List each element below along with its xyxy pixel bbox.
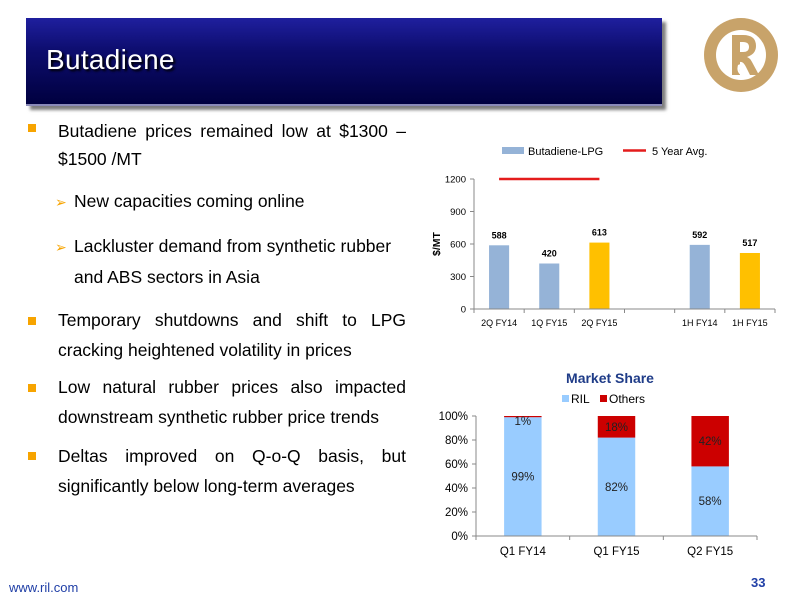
bullet-3-line2: downstream synthetic rubber price trends [58,407,379,427]
reliance-logo-icon [704,18,778,92]
y-tick-label: 100% [439,411,468,423]
bullet-marker [28,124,36,132]
legend-label-butadiene-lpg: Butadiene-LPG [528,146,603,158]
segment-value-label: 82% [605,482,628,494]
sub-bullet-2-line2: and ABS sectors in Asia [74,267,260,287]
legend-swatch-butadiene-lpg [502,147,524,154]
y-tick-label: 20% [445,507,468,519]
chart-legend: Butadiene-LPG 5 Year Avg. [502,146,707,158]
y-tick-label: 60% [445,459,468,471]
y-tick-label: 1200 [445,175,466,186]
stacked-bar-segment [597,437,636,536]
stacked-bar-segment [691,416,729,467]
segment-value-label: 42% [699,436,722,448]
sub-bullet-1: New capacities coming online [74,191,305,211]
butadiene-lpg-chart: Butadiene-LPG 5 Year Avg. $/MT 0 300 600 90… [431,146,776,328]
segment-value-label: 1% [515,416,532,428]
segment-value-label: 18% [605,422,628,434]
y-tick-label: 0 [461,305,466,316]
x-tick-label: 2Q FY14 [481,318,517,328]
segment-value-label: 58% [699,496,722,508]
bar [489,245,510,309]
bullet-2-line2: cracking heightened volatility in prices [58,340,352,360]
bullet-4-line2: significantly below long-term averages [58,476,355,496]
stacked-bar-segment [504,416,542,418]
segment-value-label: 99% [511,472,534,484]
stacked-bar-segment [504,417,542,536]
y-tick-label: 900 [450,207,466,218]
bullet-marker [28,384,36,392]
sub-bullet-2-line1: Lackluster demand from synthetic rubber [74,236,392,256]
bar-value-label: 613 [592,228,607,238]
legend-swatch-ril [562,395,569,402]
bar [739,252,760,309]
x-tick-label: Q1 FY15 [593,546,639,558]
bar [539,263,560,309]
y-axis-label: $/MT [431,231,443,256]
page-number: 33 [751,575,766,590]
stacked-bar-segment [691,466,729,536]
bullet-4-line1: Deltas improved on Q-o-Q basis, but [58,446,406,466]
chart-title: Market Share [566,370,654,386]
bullet-marker [28,317,36,325]
bar [589,242,610,309]
bullet-2-line1: Temporary shutdowns and shift to LPG [58,310,406,330]
y-tick-label: 300 [450,272,466,283]
x-tick-label: 1Q FY15 [531,318,567,328]
x-tick-label: 1H FY14 [682,318,718,328]
arrow-bullet-icon: ➢ [55,239,67,255]
market-share-chart: Market Share RIL Others 0% 20% 40% 60% 80% 10… [439,370,758,558]
bullet-1-line2: $1500 /MT [58,149,142,169]
bar [689,244,710,309]
legend-label-others: Others [609,392,645,406]
y-tick-label: 80% [445,435,468,447]
y-tick-label: 0% [451,531,468,543]
chart-legend: RIL Others [562,392,645,406]
bar-value-label: 420 [542,249,557,259]
stacked-bar-segment [597,416,636,438]
slide-title: Butadiene [46,44,175,75]
legend-swatch-others [600,395,607,402]
bullet-3-line1: Low natural rubber prices also impacted [58,377,406,397]
y-tick-label: 40% [445,483,468,495]
legend-label-ril: RIL [571,392,590,406]
bullet-marker [28,452,36,460]
bar-value-label: 592 [692,230,707,240]
footer-url[interactable]: www.ril.com [9,580,79,595]
x-tick-label: Q1 FY14 [500,546,547,558]
bullet-1-line1: Butadiene prices remained low at $1300 – [58,121,406,141]
arrow-bullet-icon: ➢ [55,194,67,210]
bar-value-label: 517 [742,238,757,248]
title-bar: Butadiene [26,18,662,106]
x-tick-label: 1H FY15 [732,318,768,328]
y-tick-label: 600 [450,240,466,251]
bar-value-label: 588 [492,230,507,240]
legend-label-5yr-avg: 5 Year Avg. [652,146,707,158]
x-tick-label: 2Q FY15 [581,318,617,328]
x-tick-label: Q2 FY15 [687,546,733,558]
